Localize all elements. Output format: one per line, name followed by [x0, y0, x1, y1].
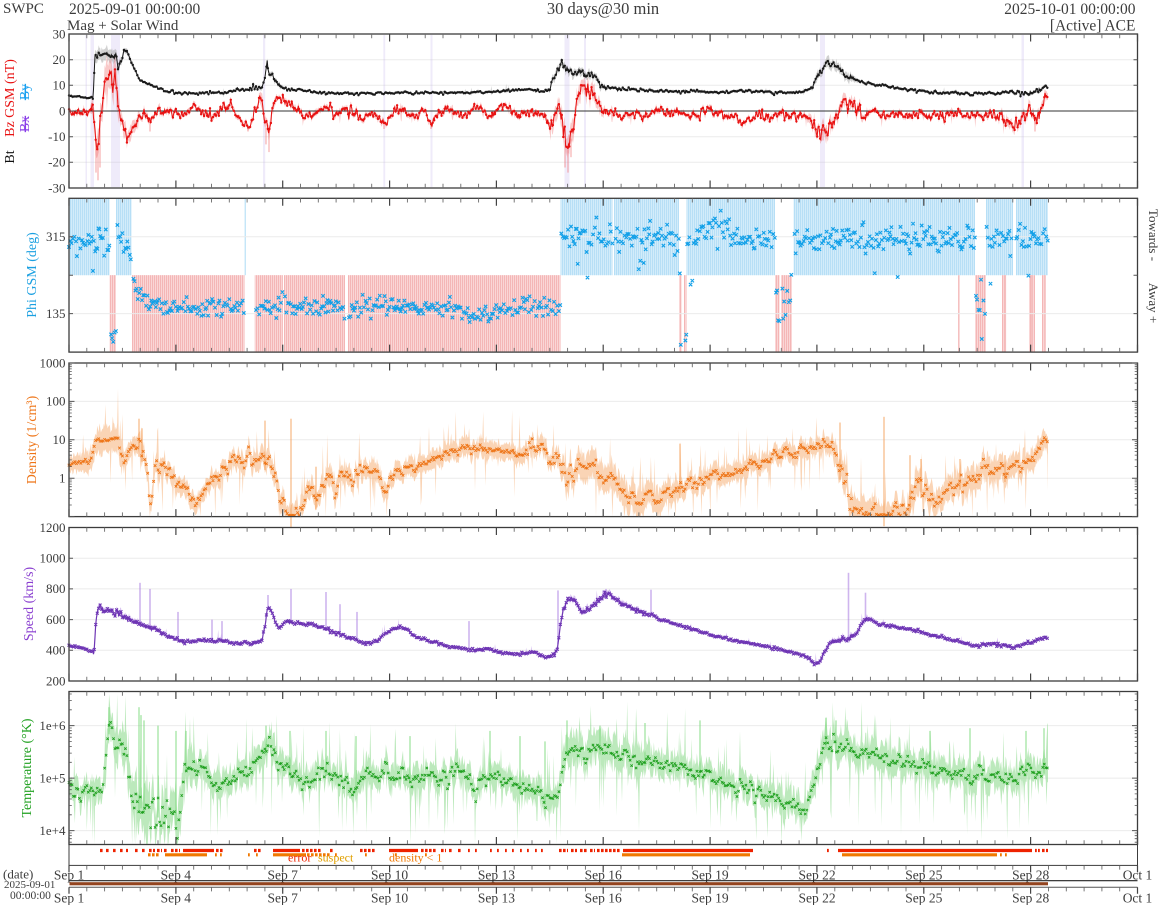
svg-text:Mag + Solar Wind: Mag + Solar Wind — [67, 18, 179, 34]
svg-text:Sep 22: Sep 22 — [798, 867, 835, 882]
svg-text:Bz GSM (nT): Bz GSM (nT) — [3, 59, 18, 137]
svg-text:Sep 25: Sep 25 — [905, 867, 942, 882]
svg-text:30 days@30 min: 30 days@30 min — [547, 0, 659, 18]
svg-text:135: 135 — [46, 306, 66, 321]
svg-text:[Active] ACE: [Active] ACE — [1050, 18, 1136, 35]
svg-text:Sep 28: Sep 28 — [1012, 867, 1049, 882]
svg-text:Sep 13: Sep 13 — [478, 867, 515, 882]
svg-text:2025-09-01: 2025-09-01 — [4, 879, 55, 891]
svg-text:30: 30 — [53, 26, 66, 41]
svg-text:Temperature (°K): Temperature (°K) — [20, 718, 35, 817]
svg-text:Bx: Bx — [18, 116, 33, 132]
svg-text:Sep 10: Sep 10 — [371, 867, 408, 882]
svg-text:Sep 19: Sep 19 — [692, 891, 729, 905]
svg-text:20: 20 — [53, 52, 66, 67]
svg-text:2025-09-01 00:00:00: 2025-09-01 00:00:00 — [69, 1, 201, 18]
svg-text:-20: -20 — [48, 155, 65, 170]
svg-text:Oct 1: Oct 1 — [1123, 867, 1153, 882]
svg-text:00:00:00: 00:00:00 — [10, 890, 51, 902]
svg-text:Sep 4: Sep 4 — [161, 891, 192, 905]
svg-text:1200: 1200 — [40, 520, 66, 535]
svg-text:0: 0 — [59, 103, 66, 118]
svg-text:10: 10 — [53, 432, 66, 447]
svg-text:-30: -30 — [48, 180, 65, 195]
svg-text:Sep 28: Sep 28 — [1012, 891, 1049, 905]
svg-text:10: 10 — [53, 78, 66, 93]
svg-text:suspect: suspect — [318, 851, 354, 865]
svg-text:By: By — [18, 84, 33, 100]
svg-text:Sep 10: Sep 10 — [371, 891, 408, 905]
svg-text:Sep 7: Sep 7 — [268, 867, 299, 882]
svg-text:Sep 7: Sep 7 — [268, 891, 299, 905]
svg-text:Density (1/cm³): Density (1/cm³) — [25, 395, 40, 484]
svg-text:400: 400 — [46, 643, 66, 658]
svg-text:Sep 22: Sep 22 — [798, 891, 835, 905]
svg-text:1e+6: 1e+6 — [39, 718, 66, 733]
svg-text:Away +: Away + — [1146, 283, 1158, 323]
svg-text:Phi GSM (deg): Phi GSM (deg) — [25, 232, 40, 318]
svg-text:100: 100 — [46, 394, 66, 409]
svg-text:1000: 1000 — [40, 551, 66, 566]
svg-text:1000: 1000 — [40, 355, 66, 370]
svg-text:315: 315 — [46, 229, 66, 244]
svg-text:200: 200 — [46, 673, 66, 688]
svg-text:Bt: Bt — [3, 150, 18, 163]
svg-text:Speed (km/s): Speed (km/s) — [22, 567, 37, 642]
svg-text:Sep 4: Sep 4 — [161, 867, 192, 882]
svg-text:800: 800 — [46, 581, 66, 596]
svg-text:1e+5: 1e+5 — [39, 770, 65, 785]
svg-text:Sep 16: Sep 16 — [585, 891, 622, 905]
svg-text:SWPC: SWPC — [3, 1, 44, 17]
svg-text:Sep 1: Sep 1 — [54, 891, 84, 905]
svg-text:1e+4: 1e+4 — [39, 823, 66, 838]
svg-text:Sep 19: Sep 19 — [692, 867, 729, 882]
svg-text:Sep 1: Sep 1 — [54, 867, 84, 882]
svg-text:2025-10-01 00:00:00: 2025-10-01 00:00:00 — [1004, 1, 1136, 18]
svg-text:Sep 13: Sep 13 — [478, 891, 515, 905]
svg-text:error: error — [288, 851, 311, 865]
svg-text:Towards -: Towards - — [1146, 209, 1158, 261]
svg-text:Sep 25: Sep 25 — [905, 891, 942, 905]
svg-text:600: 600 — [46, 612, 66, 627]
svg-text:-10: -10 — [48, 129, 65, 144]
svg-text:(date): (date) — [3, 866, 33, 881]
svg-text:Sep 16: Sep 16 — [585, 867, 622, 882]
svg-text:density < 1: density < 1 — [389, 851, 442, 865]
svg-text:1: 1 — [59, 471, 66, 486]
svg-text:Oct 1: Oct 1 — [1123, 891, 1153, 905]
